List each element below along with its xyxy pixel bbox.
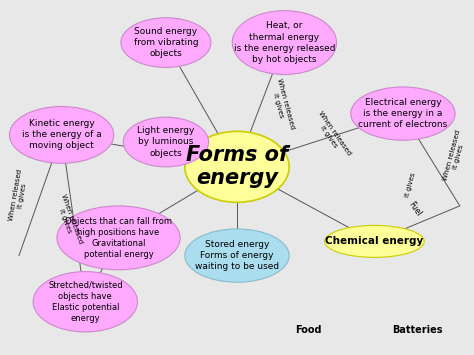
- Text: When released
it gives: When released it gives: [311, 110, 352, 160]
- Ellipse shape: [232, 11, 337, 75]
- Ellipse shape: [123, 117, 209, 167]
- Text: When released
it gives: When released it gives: [54, 193, 84, 247]
- Ellipse shape: [185, 131, 289, 202]
- Text: Light energy
by luminous
objects: Light energy by luminous objects: [137, 126, 195, 158]
- Text: Stored energy
Forms of energy
waiting to be used: Stored energy Forms of energy waiting to…: [195, 240, 279, 271]
- Ellipse shape: [325, 225, 424, 257]
- Text: When released
it gives: When released it gives: [8, 169, 30, 222]
- Text: it gives: it gives: [404, 171, 416, 198]
- Ellipse shape: [33, 272, 137, 332]
- Ellipse shape: [351, 87, 455, 140]
- Text: When released
it gives: When released it gives: [269, 78, 295, 132]
- Text: Objects that can fall from
high positions have
Gravitational
potential energy: Objects that can fall from high position…: [65, 217, 172, 259]
- Text: Forms of
energy: Forms of energy: [186, 145, 288, 189]
- Ellipse shape: [121, 18, 211, 67]
- Text: Fuel: Fuel: [407, 201, 423, 218]
- Text: Heat, or
thermal energy
is the energy released
by hot objects: Heat, or thermal energy is the energy re…: [234, 21, 335, 64]
- Text: Food: Food: [295, 325, 321, 335]
- Text: Sound energy
from vibrating
objects: Sound energy from vibrating objects: [134, 27, 198, 58]
- Text: Kinetic energy
is the energy of a
moving object: Kinetic energy is the energy of a moving…: [22, 119, 101, 151]
- Text: When released
it gives: When released it gives: [442, 129, 468, 183]
- Ellipse shape: [185, 229, 289, 282]
- Text: Stretched/twisted
objects have
Elastic potential
energy: Stretched/twisted objects have Elastic p…: [48, 280, 123, 323]
- Text: Batteries: Batteries: [392, 325, 442, 335]
- Ellipse shape: [57, 206, 180, 270]
- Text: Electrical energy
is the energy in a
current of electrons: Electrical energy is the energy in a cur…: [358, 98, 447, 129]
- Text: Chemical energy: Chemical energy: [325, 236, 424, 246]
- Ellipse shape: [9, 106, 114, 163]
